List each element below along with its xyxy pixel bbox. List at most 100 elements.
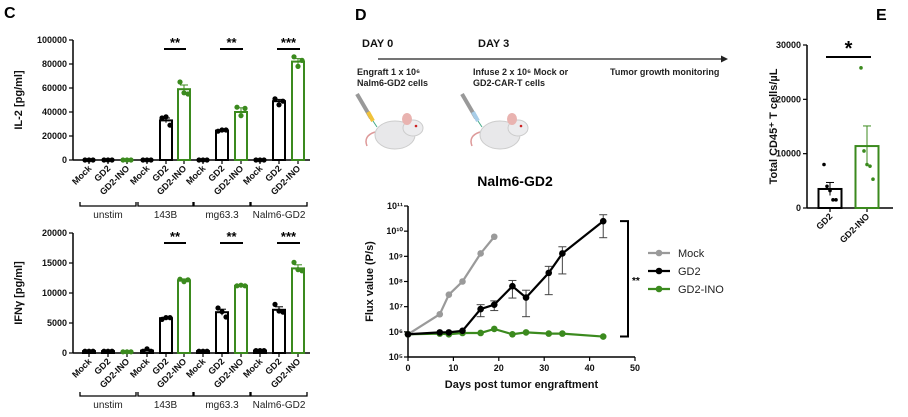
- group-bracket: [137, 392, 194, 397]
- category-label: Mock: [70, 163, 94, 187]
- data-point: [124, 349, 130, 355]
- y-tick-label: 0: [62, 348, 67, 358]
- bar: [234, 111, 248, 161]
- significance-bracket: [620, 220, 629, 338]
- significance-stars: ***: [281, 35, 297, 50]
- y-tick-label: 10000: [776, 149, 801, 159]
- data-point: [257, 348, 263, 354]
- bar: [272, 100, 286, 161]
- category-label: Mock: [70, 356, 94, 380]
- data-point: [859, 66, 863, 70]
- data-point: [82, 157, 88, 163]
- x-tick-label: 40: [585, 363, 595, 373]
- data-point: [445, 291, 453, 298]
- data-point: [185, 91, 191, 97]
- day0-label: DAY 0: [362, 38, 393, 50]
- data-point: [436, 329, 444, 336]
- data-point: [181, 279, 187, 285]
- data-point: [868, 164, 872, 168]
- data-point: [276, 102, 282, 108]
- legend-marker: [655, 267, 663, 275]
- mouse-injection-illustration: [460, 92, 529, 150]
- group-label: 143B: [154, 210, 178, 221]
- data-point: [109, 348, 115, 354]
- bar: [177, 88, 191, 161]
- data-point: [828, 188, 832, 193]
- panel-label-e: E: [876, 7, 887, 24]
- data-point: [295, 63, 301, 69]
- legend-label: GD2: [678, 266, 701, 278]
- data-point: [167, 122, 173, 128]
- significance-stars: *: [845, 38, 853, 60]
- mouse-tail: [470, 131, 481, 147]
- data-point: [253, 348, 259, 354]
- significance-stars: **: [170, 229, 181, 244]
- data-point: [490, 301, 498, 308]
- data-point: [291, 54, 297, 60]
- data-point: [509, 330, 516, 338]
- legend-label: GD2-INO: [678, 284, 724, 296]
- y-tick-label: 10000: [42, 288, 67, 298]
- data-point: [295, 267, 301, 273]
- series-gd2-ino: [404, 325, 607, 340]
- data-point: [90, 348, 96, 354]
- y-tick-label: 10⁹: [389, 251, 403, 261]
- mouse-icon: [365, 113, 424, 150]
- y-axis-label: Total CD45⁺ T cells/µL: [768, 68, 780, 184]
- syringe-needle: [372, 120, 378, 128]
- group-bracket: [79, 392, 137, 397]
- day3-label: DAY 3: [478, 38, 509, 50]
- y-axis-label: IFNγ [pg/ml]: [13, 261, 25, 325]
- mouse-icon: [470, 113, 529, 150]
- y-tick-label: 20000: [42, 228, 67, 238]
- data-point: [522, 329, 530, 336]
- mouse-ear: [507, 113, 517, 125]
- category-label: Mock: [184, 356, 208, 380]
- bar: [215, 129, 229, 162]
- data-point: [599, 333, 607, 340]
- y-tick-label: 40000: [42, 107, 67, 117]
- bar: [291, 267, 305, 354]
- data-point: [223, 127, 229, 133]
- data-point: [280, 98, 286, 104]
- legend-label: Mock: [678, 248, 705, 260]
- il2-bar-chart: 0 20000 40000 60000 80000 100000 IL-2 [pg/ml] M…: [13, 35, 310, 221]
- data-point: [204, 157, 210, 163]
- category-label: Mock: [241, 163, 265, 187]
- arrow-head-icon: [721, 55, 728, 63]
- bar: [177, 279, 191, 354]
- data-point: [831, 198, 835, 202]
- bar: [234, 284, 248, 354]
- data-point: [261, 157, 267, 163]
- series-line: [407, 236, 496, 336]
- mouse-eye: [414, 124, 418, 128]
- data-point: [101, 348, 107, 354]
- data-point: [272, 96, 278, 102]
- group-label: Nalm6-GD2: [253, 210, 306, 221]
- significance-stars: ***: [281, 229, 297, 244]
- y-tick-label: 10⁸: [389, 277, 403, 287]
- cd45-bar-chart: 0 10000 20000 30000 Total CD45⁺ T cells/µL GD…: [768, 38, 893, 245]
- y-tick-label: 10⁷: [389, 302, 403, 312]
- data-point: [159, 316, 165, 322]
- y-tick-label: 20000: [776, 94, 801, 104]
- data-point: [257, 157, 263, 163]
- data-point: [559, 250, 566, 257]
- data-point: [253, 157, 259, 163]
- data-point: [140, 157, 146, 163]
- data-point: [90, 157, 96, 163]
- y-axis-label: Flux value (P/s): [364, 241, 376, 322]
- data-point: [148, 348, 154, 354]
- data-point: [105, 348, 111, 354]
- y-tick-label: 30000: [776, 40, 801, 50]
- data-point: [404, 330, 412, 338]
- data-point: [490, 325, 498, 333]
- data-point: [477, 250, 484, 257]
- data-point: [86, 348, 92, 354]
- data-point: [490, 233, 498, 241]
- data-point: [82, 348, 88, 354]
- bar: [159, 317, 173, 355]
- data-point: [215, 128, 221, 134]
